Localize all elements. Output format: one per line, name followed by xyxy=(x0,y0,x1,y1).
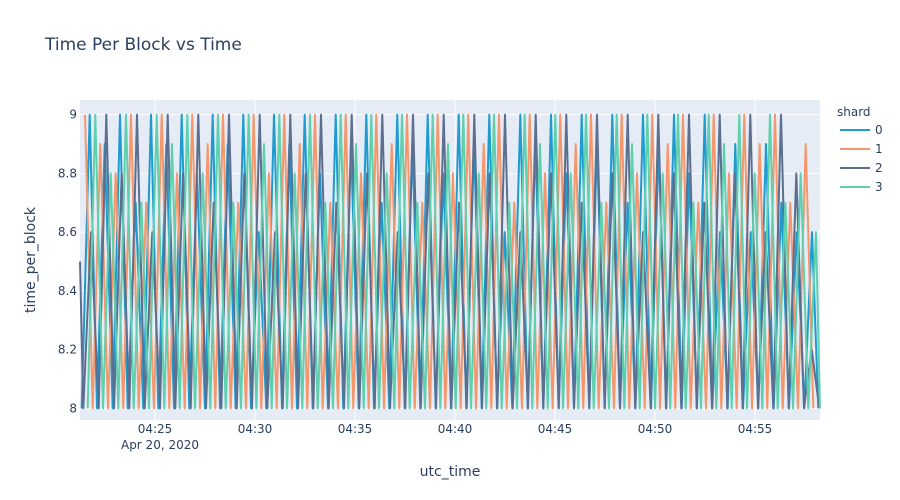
y-tick-label: 8.2 xyxy=(58,343,77,357)
y-tick-label: 9 xyxy=(69,108,77,122)
x-tick-label: 04:55 xyxy=(738,422,773,436)
legend-label-2[interactable]: 2 xyxy=(875,161,883,175)
legend-title: shard xyxy=(837,105,871,119)
y-tick-label: 8.6 xyxy=(58,225,77,239)
y-tick-label: 8.4 xyxy=(58,284,77,298)
x-tick-label: 04:35 xyxy=(338,422,373,436)
legend: shard 0 1 2 3 xyxy=(837,105,883,194)
y-tick-label: 8 xyxy=(69,401,77,415)
legend-label-3[interactable]: 3 xyxy=(875,180,883,194)
x-axis-ticks: 04:25 04:30 04:35 04:40 04:45 04:50 04:55 xyxy=(138,422,773,436)
series-line-3 xyxy=(86,113,821,410)
x-tick-label: 04:45 xyxy=(538,422,573,436)
x-tick-label: 04:30 xyxy=(238,422,273,436)
legend-label-1[interactable]: 1 xyxy=(875,142,883,156)
x-tick-label: 04:25 xyxy=(138,422,173,436)
y-tick-label: 8.8 xyxy=(58,166,77,180)
legend-label-0[interactable]: 0 xyxy=(875,123,883,137)
x-axis-title: utc_time xyxy=(420,464,481,480)
chart-title: Time Per Block vs Time xyxy=(44,35,242,55)
x-tick-label: 04:40 xyxy=(438,422,473,436)
x-tick-label: 04:50 xyxy=(638,422,673,436)
x-axis-date-label: Apr 20, 2020 xyxy=(121,438,199,452)
series-line-2 xyxy=(79,113,821,410)
y-axis-title: time_per_block xyxy=(23,206,39,313)
y-axis-ticks: 8 8.2 8.4 8.6 8.8 9 xyxy=(58,108,77,416)
series-lines xyxy=(79,113,821,410)
